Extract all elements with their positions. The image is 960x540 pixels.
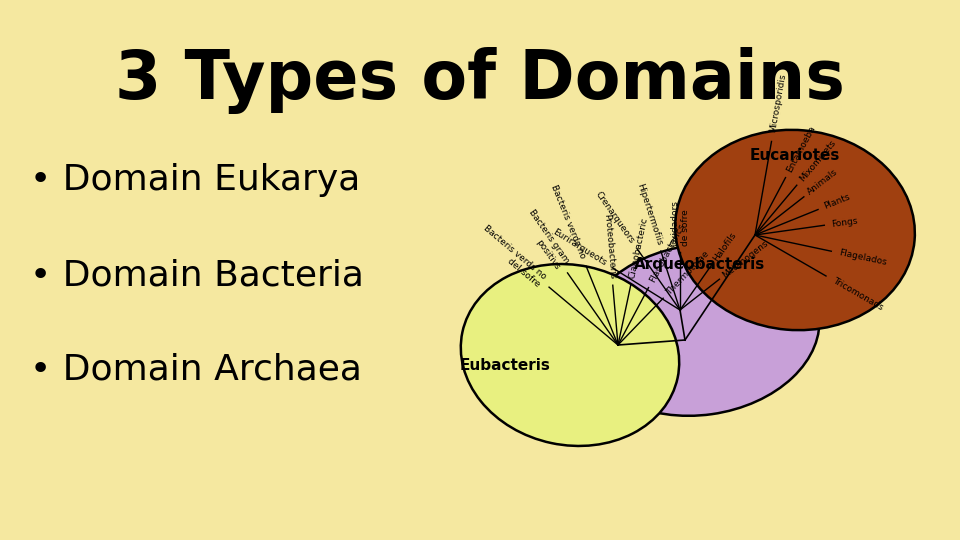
Text: Oxidadors
de sofre: Oxidadors de sofre bbox=[670, 200, 689, 246]
Text: Eucariotes: Eucariotes bbox=[750, 147, 840, 163]
Text: Mixomicets: Mixomicets bbox=[798, 138, 837, 183]
Text: Hipertermofiis: Hipertermofiis bbox=[635, 182, 663, 247]
Text: Fongs: Fongs bbox=[830, 216, 858, 229]
Text: Halofils: Halofils bbox=[711, 231, 737, 263]
Text: Microsporidis: Microsporidis bbox=[769, 72, 788, 133]
Text: Entamoeba: Entamoeba bbox=[784, 124, 817, 174]
Text: Thermotojae: Thermotojae bbox=[664, 249, 710, 296]
Text: Proteobacteris: Proteobacteris bbox=[602, 214, 616, 280]
Text: • Domain Archaea: • Domain Archaea bbox=[30, 353, 362, 387]
Text: • Domain Bacteria: • Domain Bacteria bbox=[30, 258, 364, 292]
Text: Animals: Animals bbox=[806, 167, 840, 197]
Text: Eubacteris: Eubacteris bbox=[460, 357, 550, 373]
Text: Bacteris gram
positivs: Bacteris gram positivs bbox=[518, 208, 570, 271]
Text: Flavobacterics: Flavobacterics bbox=[648, 222, 686, 284]
Ellipse shape bbox=[581, 244, 820, 416]
Text: • Domain Eukarya: • Domain Eukarya bbox=[30, 163, 360, 197]
Text: Flagelados: Flagelados bbox=[838, 248, 887, 267]
Text: Cianobacteric: Cianobacteric bbox=[628, 216, 650, 279]
Text: Metanogens: Metanogens bbox=[721, 239, 770, 280]
Text: Tricomonads: Tricomonads bbox=[830, 276, 884, 312]
Text: Arqueobacteris: Arqueobacteris bbox=[635, 258, 766, 273]
Text: Crenarqueors: Crenarqueors bbox=[594, 190, 636, 245]
Ellipse shape bbox=[461, 264, 680, 446]
Text: Bacteris verds no
del sofre: Bacteris verds no del sofre bbox=[475, 223, 548, 289]
Ellipse shape bbox=[675, 130, 915, 330]
Text: Plants: Plants bbox=[823, 192, 852, 211]
Text: 3 Types of Domains: 3 Types of Domains bbox=[115, 46, 845, 113]
Text: Eurirarqueots: Eurirarqueots bbox=[551, 227, 608, 267]
Text: Bacteris verds no: Bacteris verds no bbox=[549, 184, 588, 260]
